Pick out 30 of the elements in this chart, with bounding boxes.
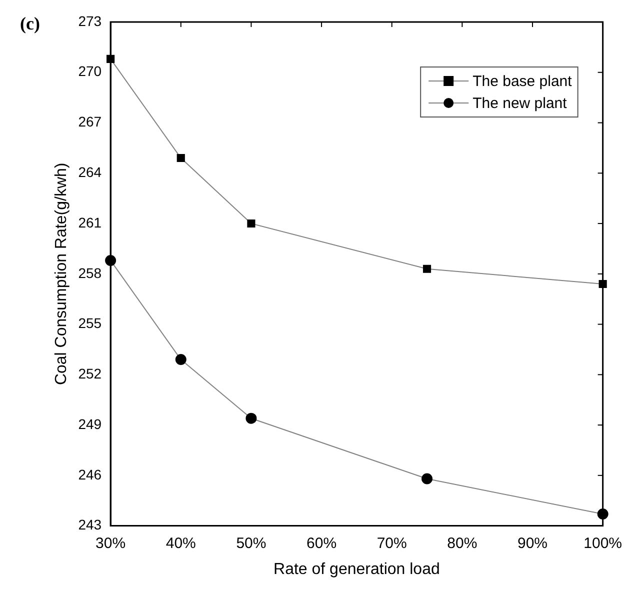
y-tick-label: 252 (78, 366, 102, 382)
point (175, 354, 186, 366)
x-tick-label: 70% (376, 534, 407, 552)
x-tick-label: 50% (236, 534, 266, 552)
legend-label: The base plant (472, 73, 573, 90)
y-tick-label: 243 (78, 516, 102, 533)
x-tick-label: 30% (96, 534, 126, 552)
point (422, 473, 433, 484)
x-tick-label: 100% (584, 534, 622, 552)
y-tick-label: 258 (78, 264, 102, 281)
point (422, 264, 432, 273)
y-tick-label: 255 (78, 315, 102, 332)
y-axis-title: Coal Consumption Rate(g/kwh) (53, 162, 70, 386)
x-tick-label: 60% (306, 534, 337, 552)
point (176, 154, 185, 162)
y-tick-label: 246 (78, 466, 102, 482)
text: (c) (20, 14, 40, 34)
y-tick-label: 261 (78, 214, 102, 230)
point (246, 412, 257, 424)
x-axis-title: Rate of generation load (274, 560, 440, 578)
y-tick-label: 249 (78, 416, 102, 432)
x-tick-label: 90% (517, 534, 548, 552)
point (247, 219, 256, 228)
y-tick-label: 267 (78, 114, 102, 130)
y-tick-label: 264 (78, 164, 102, 180)
legend-label: The new plant (472, 95, 568, 112)
x-tick-label: 80% (447, 534, 478, 552)
y-tick-label: 273 (78, 12, 102, 29)
y-tick-label: 270 (78, 63, 102, 80)
x-tick-label: 40% (166, 534, 196, 552)
